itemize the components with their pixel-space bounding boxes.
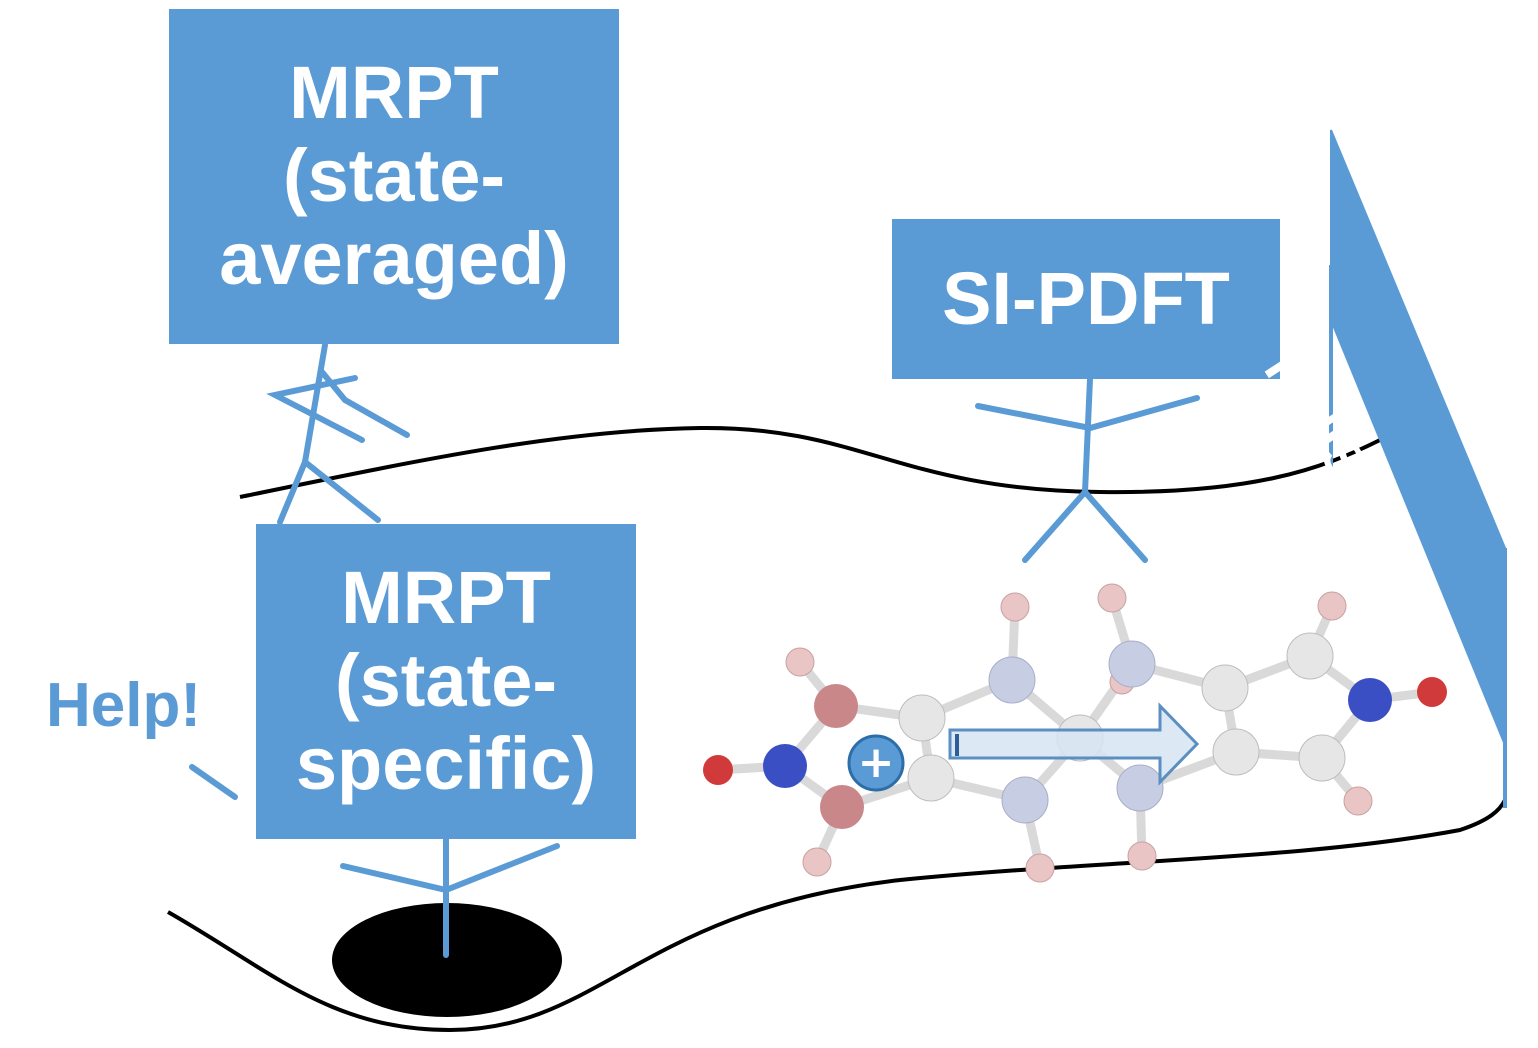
mrpt-state-specific-box: MRPT (state- specific) xyxy=(256,524,636,839)
mrpt-averaged-line-3: averaged) xyxy=(219,216,569,300)
stick-figure-averaged xyxy=(266,342,410,525)
upper-terrain-curve xyxy=(239,425,1381,499)
mrpt-averaged-line-2: (state- xyxy=(282,134,506,218)
finish-flag xyxy=(1329,129,1507,808)
mrpt-specific-line-3: specific) xyxy=(295,721,597,805)
mrpt-specific-line-2: (state- xyxy=(334,639,558,723)
potential-well xyxy=(332,903,562,1017)
mrpt-specific-line-1: MRPT xyxy=(341,556,551,640)
charge-transfer-arrow xyxy=(948,702,1200,786)
si-pdft-label: SI-PDFT xyxy=(942,256,1230,340)
stick-figure-specific xyxy=(189,764,560,958)
help-label: Help! xyxy=(46,671,201,740)
charge-label: + xyxy=(857,737,895,788)
positive-charge-icon xyxy=(847,734,905,792)
si-pdft-box: SI-PDFT xyxy=(892,219,1280,379)
stick-figure-sipdft xyxy=(975,376,1200,563)
lower-terrain-curve xyxy=(167,799,1507,1033)
mrpt-averaged-line-1: MRPT xyxy=(289,51,499,135)
mrpt-state-averaged-box: MRPT (state- averaged) xyxy=(169,9,619,344)
molecule-ball-and-stick xyxy=(703,583,1447,883)
